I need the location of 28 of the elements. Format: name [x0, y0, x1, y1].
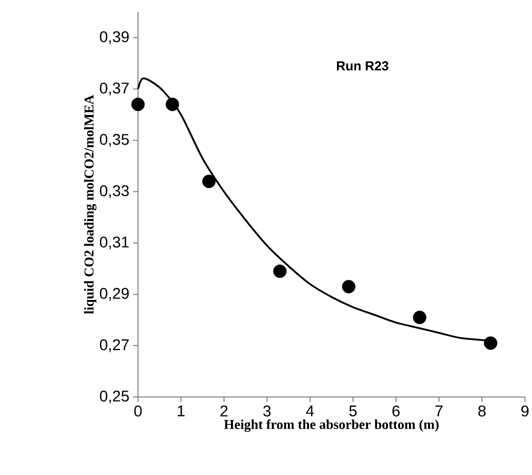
x-tick-label: 1	[178, 406, 185, 416]
x-tick-label: 6	[392, 406, 400, 417]
point	[131, 98, 145, 112]
x-tick-label: 4	[306, 406, 314, 416]
x-tick-label: 7	[435, 406, 443, 416]
y-tick-label: 0,29	[100, 288, 129, 301]
y-tick-label: 0,39	[100, 31, 129, 44]
y-tick-label: 0,37	[100, 82, 129, 96]
point	[412, 310, 426, 324]
point	[202, 174, 216, 188]
y-tick-label: 0,31	[100, 236, 129, 250]
y-tick-label: 0,33	[100, 185, 129, 198]
annotation: Run R23	[336, 61, 388, 71]
y-tick-label: 0,27	[100, 339, 129, 352]
x-tick-label: 2	[220, 406, 228, 416]
x-tick-label: 0	[134, 406, 142, 417]
x-axis-title: Height from the absorber bottom (m)	[224, 419, 439, 432]
y-tick-label: 0,35	[100, 134, 129, 147]
x-tick-label: 8	[478, 406, 486, 417]
point	[342, 280, 356, 294]
point	[166, 98, 180, 112]
y-axis-title: liquid CO2 loading molCO2/molMEA	[84, 94, 96, 314]
point	[273, 264, 287, 278]
x-tick-label: 9	[521, 406, 529, 417]
y-tick-label: 0,25	[100, 390, 129, 404]
x-tick-label: 5	[349, 406, 357, 416]
point	[484, 336, 498, 350]
x-tick-label: 3	[263, 406, 271, 417]
